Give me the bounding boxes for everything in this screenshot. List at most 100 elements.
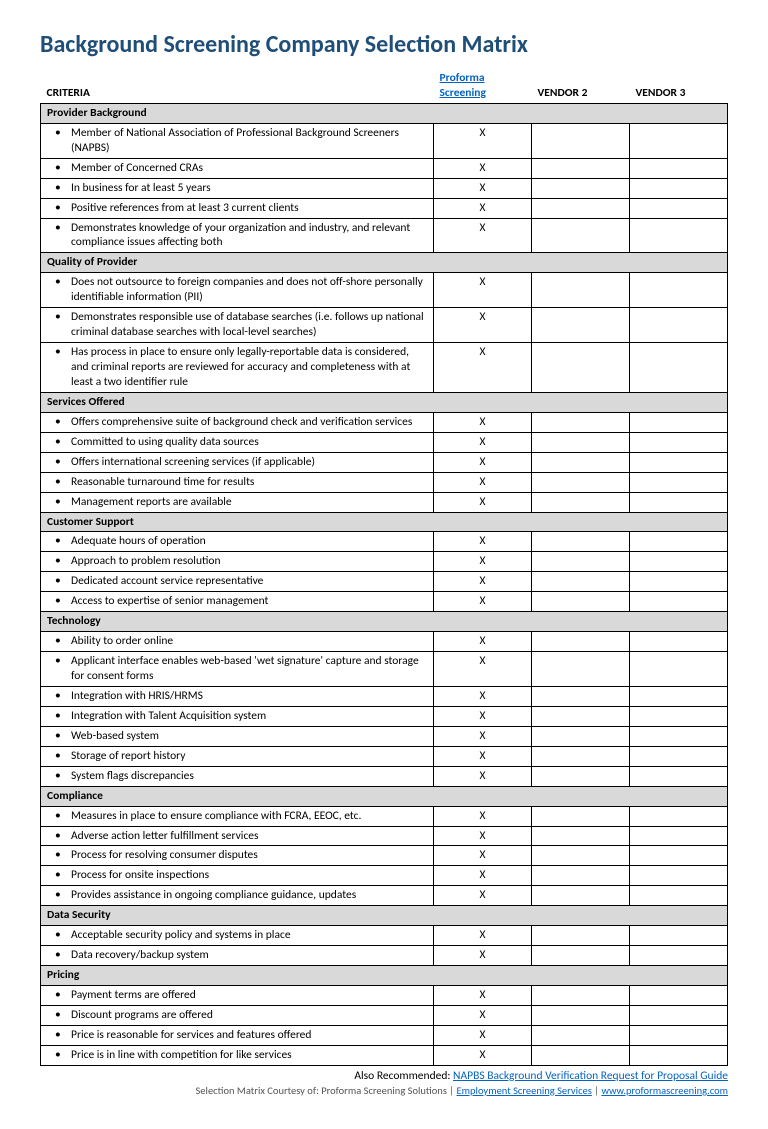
criteria-cell: •Measures in place to ensure compliance …	[41, 806, 434, 826]
vendor1-cell: X	[434, 218, 532, 253]
vendor2-cell	[532, 572, 630, 592]
footer-ess-link[interactable]: Employment Screening Services	[457, 1084, 592, 1097]
vendor1-cell: X	[434, 123, 532, 158]
table-row: •Data recovery/backup systemX	[41, 946, 728, 966]
criteria-text: Storage of report history	[71, 749, 185, 763]
vendor2-cell	[532, 806, 630, 826]
criteria-text: Approach to problem resolution	[71, 554, 221, 568]
table-row: •Ability to order onlineX	[41, 632, 728, 652]
criteria-cell: •Adequate hours of operation	[41, 532, 434, 552]
criteria-text: Adverse action letter fulfillment servic…	[71, 829, 259, 843]
table-row: •Has process in place to ensure only leg…	[41, 343, 728, 393]
criteria-text: Demonstrates knowledge of your organizat…	[71, 221, 410, 250]
criteria-text: Offers international screening services …	[71, 455, 315, 469]
bullet-icon: •	[55, 201, 61, 216]
criteria-cell: •Member of National Association of Profe…	[41, 123, 434, 158]
vendor1-cell: X	[434, 572, 532, 592]
criteria-cell: •Ability to order online	[41, 632, 434, 652]
table-row: •Price is in line with competition for l…	[41, 1045, 728, 1065]
table-row: •Acceptable security policy and systems …	[41, 926, 728, 946]
vendor1-cell: X	[434, 706, 532, 726]
selection-matrix-table: CRITERIA Proforma Screening VENDOR 2 VEN…	[40, 69, 728, 1066]
footer-mid: |	[592, 1084, 602, 1097]
vendor2-cell	[532, 1045, 630, 1065]
criteria-text: Price is in line with competition for li…	[71, 1048, 292, 1062]
criteria-cell: •Process for onsite inspections	[41, 866, 434, 886]
bullet-icon: •	[55, 729, 61, 744]
table-row: •Member of National Association of Profe…	[41, 123, 728, 158]
vendor1-link[interactable]: Proforma	[440, 71, 485, 85]
table-row: •Demonstrates knowledge of your organiza…	[41, 218, 728, 253]
vendor3-cell	[630, 492, 728, 512]
criteria-text: Provides assistance in ongoing complianc…	[71, 888, 356, 902]
footer-napbs-link[interactable]: NAPBS Background Verification Request fo…	[453, 1069, 728, 1083]
vendor1-cell: X	[434, 886, 532, 906]
vendor2-cell	[532, 552, 630, 572]
criteria-cell: • Applicant interface enables web-based '…	[41, 652, 434, 687]
vendor1-cell: X	[434, 432, 532, 452]
table-row: •Dedicated account service representativ…	[41, 572, 728, 592]
vendor1-cell: X	[434, 746, 532, 766]
vendor3-cell	[630, 632, 728, 652]
criteria-cell: •Access to expertise of senior managemen…	[41, 592, 434, 612]
vendor3-cell	[630, 158, 728, 178]
bullet-icon: •	[55, 634, 61, 649]
vendor2-cell	[532, 986, 630, 1006]
vendor3-cell	[630, 452, 728, 472]
criteria-cell: •Demonstrates responsible use of databas…	[41, 308, 434, 343]
vendor3-cell	[630, 746, 728, 766]
bullet-icon: •	[55, 709, 61, 724]
criteria-cell: •Does not outsource to foreign companies…	[41, 273, 434, 308]
vendor1-cell: X	[434, 1045, 532, 1065]
vendor3-cell	[630, 686, 728, 706]
vendor2-cell	[532, 592, 630, 612]
bullet-icon: •	[55, 415, 61, 430]
vendor2-cell	[532, 652, 630, 687]
vendor1-cell: X	[434, 198, 532, 218]
table-row: •Integration with Talent Acquisition sys…	[41, 706, 728, 726]
table-header-row: CRITERIA Proforma Screening VENDOR 2 VEN…	[41, 69, 728, 103]
criteria-cell: •Web-based system	[41, 726, 434, 746]
criteria-cell: •Process for resolving consumer disputes	[41, 846, 434, 866]
vendor2-cell	[532, 866, 630, 886]
vendor3-cell	[630, 1045, 728, 1065]
bullet-icon: •	[55, 475, 61, 490]
table-row: •Process for resolving consumer disputes…	[41, 846, 728, 866]
vendor2-cell	[532, 846, 630, 866]
vendor2-cell	[532, 766, 630, 786]
criteria-cell: •Adverse action letter fulfillment servi…	[41, 826, 434, 846]
vendor1-cell: X	[434, 866, 532, 886]
bullet-icon: •	[55, 594, 61, 609]
table-row: •Offers international screening services…	[41, 452, 728, 472]
criteria-cell: •Dedicated account service representativ…	[41, 572, 434, 592]
vendor2-cell	[532, 308, 630, 343]
table-row: •Price is reasonable for services and fe…	[41, 1025, 728, 1045]
table-row: •Demonstrates responsible use of databas…	[41, 308, 728, 343]
vendor3-cell	[630, 706, 728, 726]
section-header-row: Quality of Provider	[41, 253, 728, 273]
vendor3-cell	[630, 412, 728, 432]
criteria-text: Applicant interface enables web-based 'w…	[71, 654, 419, 683]
table-row: •Committed to using quality data sources…	[41, 432, 728, 452]
bullet-icon: •	[55, 654, 61, 669]
vendor2-cell	[532, 632, 630, 652]
vendor2-cell	[532, 686, 630, 706]
section-header-row: Technology	[41, 612, 728, 632]
vendor1-cell: X	[434, 178, 532, 198]
vendor1-link2[interactable]: Screening	[440, 86, 486, 100]
criteria-text: Member of Concerned CRAs	[71, 161, 203, 175]
footer-url-link[interactable]: www.proformascreening.com	[601, 1084, 728, 1097]
vendor2-cell	[532, 343, 630, 393]
table-row: •Provides assistance in ongoing complian…	[41, 886, 728, 906]
table-row: •Offers comprehensive suite of backgroun…	[41, 412, 728, 432]
bullet-icon: •	[55, 126, 61, 141]
bullet-icon: •	[55, 928, 61, 943]
bullet-icon: •	[55, 181, 61, 196]
vendor3-cell	[630, 826, 728, 846]
bullet-icon: •	[55, 749, 61, 764]
vendor3-cell	[630, 886, 728, 906]
vendor2-cell	[532, 946, 630, 966]
vendor2-cell	[532, 492, 630, 512]
vendor2-cell	[532, 273, 630, 308]
vendor3-cell	[630, 178, 728, 198]
